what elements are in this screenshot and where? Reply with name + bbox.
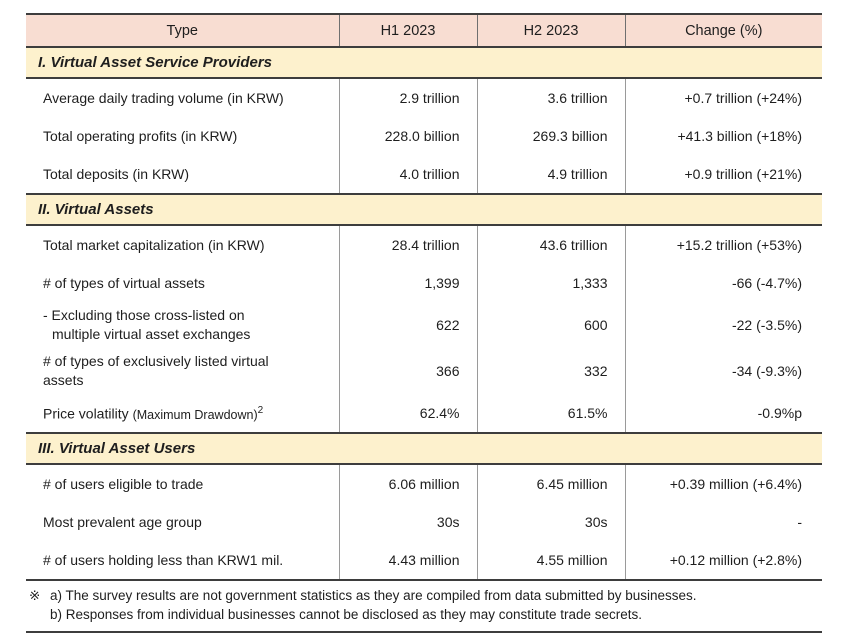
table-row: Average daily trading volume (in KRW) 2.… xyxy=(26,78,822,117)
row-label-cell: # of users eligible to trade xyxy=(26,464,339,503)
table-row: # of users eligible to trade 6.06 millio… xyxy=(26,464,822,503)
reference-mark: ※ xyxy=(29,588,41,603)
h2-value-cell: 6.45 million xyxy=(476,464,625,503)
h2-value-cell: 4.55 million xyxy=(476,541,625,580)
h1-value-cell: 30s xyxy=(338,503,477,541)
change-value-cell: - xyxy=(624,503,822,541)
table-row: # of users holding less than KRW1 mil. 4… xyxy=(26,541,822,580)
h1-value-cell: 28.4 trillion xyxy=(338,225,477,264)
change-value-cell: +15.2 trillion (+53%) xyxy=(624,225,822,264)
section-title: I. Virtual Asset Service Providers xyxy=(26,46,822,79)
col-header-type: Type xyxy=(26,13,339,48)
section-header-assets: II. Virtual Assets xyxy=(26,193,822,226)
h2-value-cell: 332 xyxy=(476,348,625,394)
h2-value-cell: 1,333 xyxy=(476,264,625,302)
h1-value-cell: 4.43 million xyxy=(338,541,477,580)
change-value-cell: +41.3 billion (+18%) xyxy=(624,117,822,155)
change-value-cell: +0.39 million (+6.4%) xyxy=(624,464,822,503)
col-header-change: Change (%) xyxy=(624,13,822,48)
footnote: ※ a) The survey results are not governme… xyxy=(29,586,818,624)
section-header-providers: I. Virtual Asset Service Providers xyxy=(26,46,822,79)
footnote-line-b: b) Responses from individual businesses … xyxy=(50,607,643,622)
row-label-cell: - Excluding those cross-listed on multip… xyxy=(26,302,339,348)
row-label-line2: multiple virtual asset exchanges xyxy=(52,326,251,342)
change-value-cell: -0.9%p xyxy=(624,394,822,433)
h1-value-cell: 62.4% xyxy=(338,394,477,433)
h2-value-cell: 30s xyxy=(476,503,625,541)
section-title: III. Virtual Asset Users xyxy=(26,432,822,465)
h2-value-cell: 3.6 trillion xyxy=(476,78,625,117)
row-label-line1: - Excluding those cross-listed on xyxy=(43,307,245,323)
row-label-line2: assets xyxy=(43,372,84,388)
footnote-lines: a) The survey results are not government… xyxy=(50,586,818,624)
section-title: II. Virtual Assets xyxy=(26,193,822,226)
h2-value-cell: 43.6 trillion xyxy=(476,225,625,264)
row-label-superscript: 2 xyxy=(257,405,264,417)
footnote-row: ※ a) The survey results are not governme… xyxy=(26,579,822,633)
table-row: Price volatility (Maximum Drawdown)2 62.4… xyxy=(26,394,822,433)
section-header-users: III. Virtual Asset Users xyxy=(26,432,822,465)
virtual-asset-survey-table: Type H1 2023 H2 2023 Change (%) I. Virtu… xyxy=(26,13,822,633)
h2-value-cell: 600 xyxy=(476,302,625,348)
row-label-text: Price volatility xyxy=(43,405,129,422)
row-label-cell: Total operating profits (in KRW) xyxy=(26,117,339,155)
table-row: Total deposits (in KRW) 4.0 trillion 4.9… xyxy=(26,155,822,194)
h2-value-cell: 4.9 trillion xyxy=(476,155,625,194)
table-row: Total operating profits (in KRW) 228.0 b… xyxy=(26,117,822,155)
h1-value-cell: 622 xyxy=(338,302,477,348)
table-row: # of types of exclusively listed virtual… xyxy=(26,348,822,394)
change-value-cell: +0.7 trillion (+24%) xyxy=(624,78,822,117)
row-label-cell: # of types of virtual assets xyxy=(26,264,339,302)
h1-value-cell: 2.9 trillion xyxy=(338,78,477,117)
change-value-cell: -66 (-4.7%) xyxy=(624,264,822,302)
table-row: Total market capitalization (in KRW) 28.… xyxy=(26,225,822,264)
row-label-cell: Total deposits (in KRW) xyxy=(26,155,339,194)
column-header-row: Type H1 2023 H2 2023 Change (%) xyxy=(26,13,822,48)
change-value-cell: +0.12 million (+2.8%) xyxy=(624,541,822,580)
row-label-line1: # of types of exclusively listed virtual xyxy=(43,353,269,369)
col-header-h2-2023: H2 2023 xyxy=(476,13,625,48)
h1-value-cell: 4.0 trillion xyxy=(338,155,477,194)
row-label-cell: Average daily trading volume (in KRW) xyxy=(26,78,339,117)
change-value-cell: -34 (-9.3%) xyxy=(624,348,822,394)
row-label-cell: Most prevalent age group xyxy=(26,503,339,541)
h1-value-cell: 1,399 xyxy=(338,264,477,302)
footnote-cell: ※ a) The survey results are not governme… xyxy=(26,579,822,633)
change-value-cell: +0.9 trillion (+21%) xyxy=(624,155,822,194)
table-row: # of types of virtual assets 1,399 1,333… xyxy=(26,264,822,302)
h2-value-cell: 61.5% xyxy=(476,394,625,433)
change-value-cell: -22 (-3.5%) xyxy=(624,302,822,348)
h1-value-cell: 366 xyxy=(338,348,477,394)
row-label-cell: # of users holding less than KRW1 mil. xyxy=(26,541,339,580)
row-label-paren: (Maximum Drawdown) xyxy=(132,407,258,422)
row-label-cell: # of types of exclusively listed virtual… xyxy=(26,348,339,394)
table-row: - Excluding those cross-listed on multip… xyxy=(26,302,822,348)
h2-value-cell: 269.3 billion xyxy=(476,117,625,155)
row-label-cell: Price volatility (Maximum Drawdown)2 xyxy=(26,394,339,433)
h1-value-cell: 6.06 million xyxy=(338,464,477,503)
row-label-cell: Total market capitalization (in KRW) xyxy=(26,225,339,264)
table-row: Most prevalent age group 30s 30s - xyxy=(26,503,822,541)
h1-value-cell: 228.0 billion xyxy=(338,117,477,155)
footnote-line-a: a) The survey results are not government… xyxy=(50,588,697,603)
col-header-h1-2023: H1 2023 xyxy=(338,13,477,48)
